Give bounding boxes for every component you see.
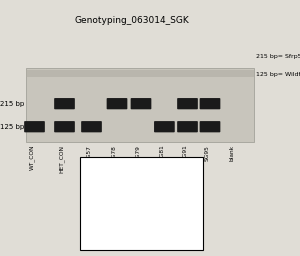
- Text: HET_CON: HET_CON: [59, 145, 64, 173]
- Text: Genotyping_063014_SGK: Genotyping_063014_SGK: [75, 16, 189, 25]
- Text: SG95: SG95: [205, 145, 210, 161]
- Text: 215 bp: 215 bp: [0, 101, 24, 107]
- Text: 215 bp= Sfrp5-KO: 215 bp= Sfrp5-KO: [256, 54, 300, 59]
- FancyBboxPatch shape: [177, 98, 198, 109]
- Bar: [26, 68, 254, 142]
- Text: blank: blank: [229, 145, 234, 161]
- Text: SG57= WT
SG78= KO
SG79= KO
SG81= WT
SG91= HET
SG95= HET: SG57= WT SG78= KO SG79= KO SG81= WT SG91…: [93, 165, 137, 242]
- Text: SG79: SG79: [136, 145, 141, 161]
- Text: SG91: SG91: [182, 145, 188, 161]
- Text: 125 bp= Wildtype: 125 bp= Wildtype: [256, 72, 300, 77]
- FancyBboxPatch shape: [200, 98, 220, 109]
- FancyBboxPatch shape: [200, 121, 220, 132]
- FancyBboxPatch shape: [131, 98, 152, 109]
- FancyBboxPatch shape: [54, 121, 75, 132]
- Text: SG78: SG78: [112, 145, 117, 161]
- Text: WT_CON: WT_CON: [29, 145, 34, 170]
- FancyBboxPatch shape: [107, 98, 128, 109]
- FancyBboxPatch shape: [24, 121, 45, 132]
- Bar: [26, 70, 254, 77]
- Text: 125 bp: 125 bp: [0, 124, 24, 130]
- FancyBboxPatch shape: [177, 121, 198, 132]
- Text: SG57: SG57: [86, 145, 92, 161]
- FancyBboxPatch shape: [80, 157, 202, 250]
- Text: SG81: SG81: [159, 145, 164, 161]
- FancyBboxPatch shape: [81, 121, 102, 132]
- FancyBboxPatch shape: [54, 98, 75, 109]
- FancyBboxPatch shape: [154, 121, 175, 132]
